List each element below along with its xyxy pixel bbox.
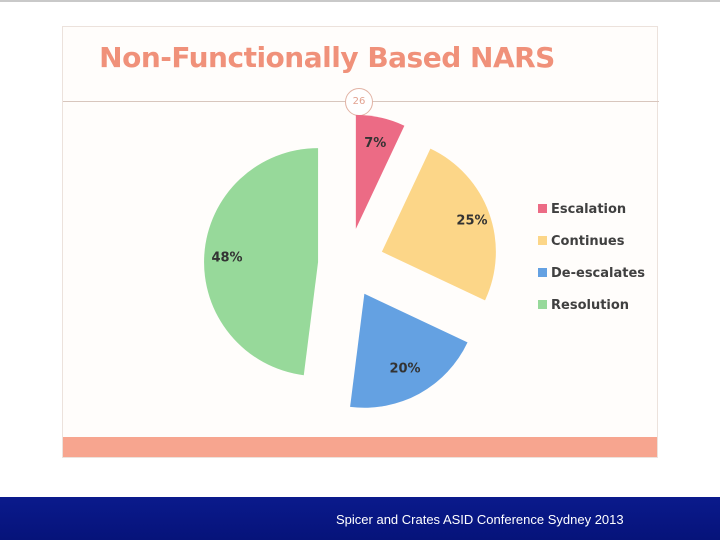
top-border-line	[0, 0, 720, 2]
data-label-resolution: 48%	[211, 250, 242, 265]
footer-bar: Spicer and Crates ASID Conference Sydney…	[0, 497, 720, 540]
pie-slice-continues	[381, 148, 496, 301]
data-label-continues: 25%	[456, 213, 487, 228]
legend-label-continues: Continues	[551, 234, 625, 249]
legend-swatch-de-escalates	[538, 268, 547, 277]
page-number-badge: 26	[345, 88, 373, 116]
footer-text: Spicer and Crates ASID Conference Sydney…	[336, 512, 624, 527]
pie-slice-resolution	[204, 148, 319, 376]
pie-slice-de-escalates	[350, 293, 468, 408]
slide-title: Non-Functionally Based NARS	[99, 41, 555, 74]
pie-slice-escalation	[355, 114, 405, 229]
slide-bottom-bar	[63, 437, 657, 457]
data-label-de-escalates: 20%	[389, 362, 420, 377]
legend-label-resolution: Resolution	[551, 298, 629, 313]
legend-label-de-escalates: De-escalates	[551, 266, 645, 281]
legend-label-escalation: Escalation	[551, 202, 626, 217]
legend-swatch-continues	[538, 236, 547, 245]
data-label-escalation: 7%	[364, 136, 386, 151]
legend-swatch-escalation	[538, 204, 547, 213]
legend-swatch-resolution	[538, 300, 547, 309]
